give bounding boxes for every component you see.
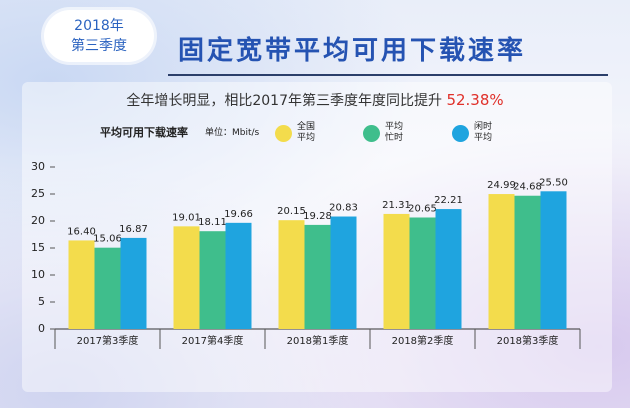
badge: 2018年 第三季度 — [44, 10, 154, 62]
value-label: 18.11 — [198, 217, 227, 228]
bar — [173, 226, 200, 329]
x-tick-label: 2018第1季度 — [287, 334, 349, 347]
highlight: 52.38% — [446, 91, 504, 109]
bar — [540, 191, 567, 329]
bar — [435, 209, 462, 329]
badge-quarter: 第三季度 — [71, 38, 127, 54]
bar — [330, 216, 357, 329]
bar — [514, 195, 541, 329]
bar — [68, 240, 95, 329]
unit-label: 单位：Mbit/s — [205, 128, 260, 138]
value-label: 24.68 — [513, 182, 542, 193]
value-label: 20.83 — [329, 203, 358, 214]
x-tick-label: 2017第4季度 — [182, 334, 244, 347]
legend-swatch — [363, 124, 380, 142]
value-label: 22.21 — [434, 195, 463, 206]
bar — [120, 237, 147, 329]
value-label: 20.15 — [277, 206, 306, 217]
title-rule — [168, 74, 608, 76]
y-tick-label: 15 — [31, 241, 45, 254]
bar — [199, 231, 226, 329]
value-label: 24.99 — [487, 180, 516, 191]
x-tick-label: 2018第2季度 — [392, 334, 454, 347]
legend-label: 全国平均 — [297, 122, 316, 143]
y-axis-label: 平均可用下载速率 — [100, 126, 188, 139]
bar — [304, 224, 331, 329]
legend-label: 平均忙时 — [385, 122, 404, 143]
legend-item: 平均忙时 — [363, 122, 405, 144]
value-label: 25.50 — [539, 177, 568, 188]
legend-item: 闲时平均 — [452, 122, 494, 144]
bar — [383, 213, 410, 329]
y-tick-label: 10 — [31, 268, 45, 281]
legend-item: 全国平均 — [275, 122, 317, 144]
value-label: 19.01 — [172, 212, 201, 223]
subtitle-line: 全年增长明显，相比2017年第三季度年度同比提升 52.38% — [0, 90, 630, 110]
bar — [409, 217, 436, 329]
y-tick-label: 20 — [31, 214, 45, 227]
bar — [225, 222, 252, 329]
y-tick-label: 25 — [31, 187, 45, 200]
y-tick-label: 5 — [38, 295, 45, 308]
value-label: 16.40 — [67, 226, 96, 237]
bar — [488, 194, 515, 329]
legend-swatch — [275, 124, 292, 142]
value-label: 19.28 — [303, 211, 332, 222]
legend-label: 闲时平均 — [474, 122, 493, 143]
bar — [94, 247, 121, 329]
legend-swatch — [452, 124, 469, 142]
value-label: 16.87 — [119, 224, 148, 235]
value-label: 15.06 — [93, 234, 122, 245]
x-tick-label: 2017第3季度 — [77, 334, 139, 347]
y-tick-label: 30 — [31, 160, 45, 173]
bar — [278, 220, 305, 329]
subtitle: 全年增长明显，相比2017年第三季度年度同比提升 — [126, 93, 442, 109]
value-label: 21.31 — [382, 200, 411, 211]
chart-title: 固定宽带平均可用下载速率 — [178, 36, 527, 66]
badge-year: 2018年 — [74, 18, 124, 34]
x-tick-label: 2018第3季度 — [497, 334, 559, 347]
value-label: 20.65 — [408, 203, 437, 214]
value-label: 19.66 — [224, 209, 253, 220]
y-tick-label: 0 — [38, 322, 45, 335]
